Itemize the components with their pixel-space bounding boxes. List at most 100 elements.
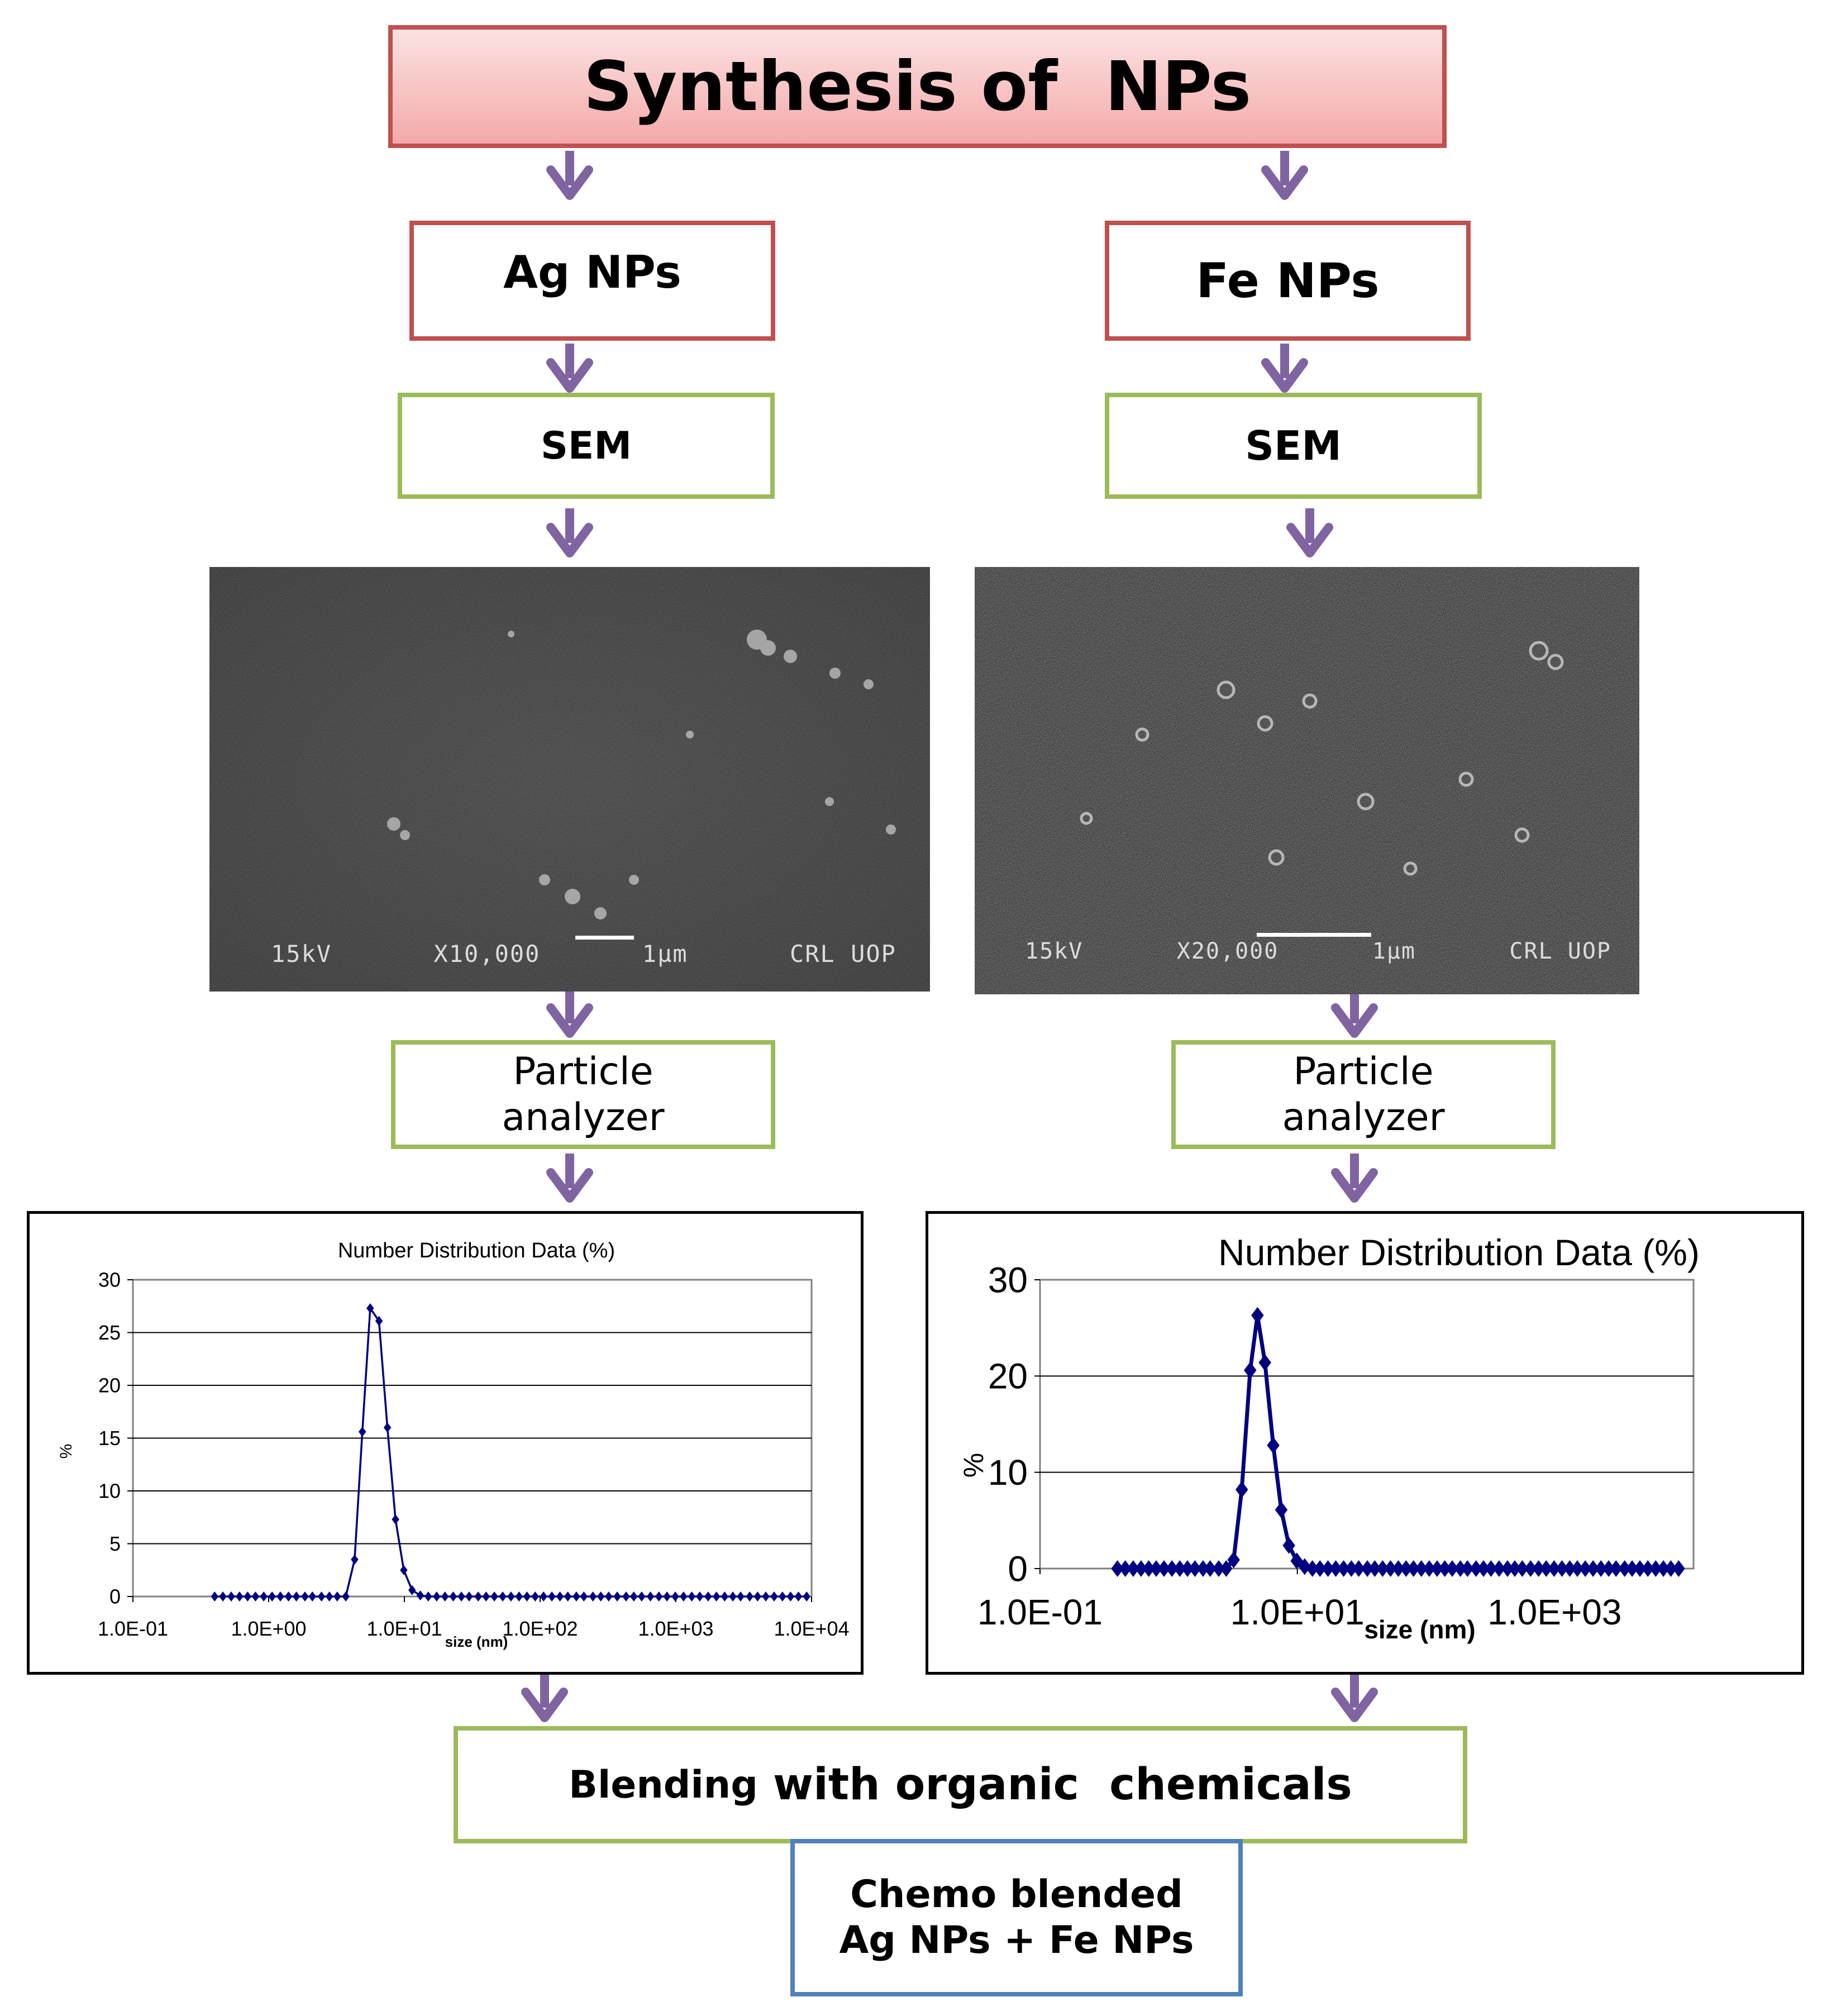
data-point (416, 1590, 424, 1601)
data-point (1633, 1560, 1647, 1577)
data-point (1563, 1560, 1576, 1577)
data-point (589, 1591, 597, 1602)
micrograph-kv-ag: 15kV (271, 940, 332, 968)
data-point (1532, 1560, 1545, 1577)
data-point (1524, 1560, 1537, 1577)
y-tick-label: 25 (98, 1321, 121, 1344)
data-point (1298, 1558, 1311, 1575)
data-point (580, 1591, 588, 1602)
plot-area (1039, 1279, 1695, 1570)
sem-label-left: SEM (540, 423, 632, 468)
arrow-title-to-fe (1266, 151, 1304, 196)
fe-nps-label: Fe NPs (1196, 252, 1380, 309)
data-point (605, 1591, 613, 1602)
data-point (1501, 1560, 1514, 1577)
y-tick-label: 30 (988, 1260, 1028, 1300)
data-point (1322, 1560, 1334, 1577)
data-point (523, 1591, 531, 1602)
arrow-sem-to-micrograph-left (551, 508, 589, 553)
data-point (1595, 1560, 1607, 1577)
data-point (219, 1591, 227, 1602)
particle-analyzer-line2-right: analyzer (1282, 1095, 1445, 1140)
y-tick-label: 10 (98, 1480, 121, 1503)
arrow-fe-to-sem (1266, 344, 1304, 388)
data-point (1384, 1560, 1397, 1577)
data-point (655, 1591, 663, 1602)
data-point (1204, 1560, 1217, 1577)
data-point (317, 1591, 326, 1602)
data-point (441, 1591, 449, 1602)
particle-analyzer-line2-left: analyzer (502, 1095, 665, 1140)
arrow-sem-to-micrograph-right (1291, 508, 1329, 553)
data-point (1368, 1560, 1381, 1577)
data-point (1602, 1560, 1615, 1577)
data-point (1119, 1560, 1132, 1577)
y-axis-label: % (57, 1444, 75, 1459)
arrow-analyzer-to-chart-right (1335, 1154, 1373, 1198)
data-point (1244, 1361, 1257, 1379)
particle-analyzer-box-left: Particle analyzer (391, 1040, 775, 1149)
data-point (786, 1591, 795, 1602)
data-point (613, 1591, 621, 1602)
data-point (1173, 1560, 1186, 1577)
data-point (1345, 1560, 1358, 1577)
data-point (556, 1591, 564, 1602)
micrograph-scale-ag: 1µm (642, 940, 688, 968)
chart-title: Number Distribution Data (%) (338, 1239, 615, 1262)
number-distribution-chart-ag: 0 5 10 15 20 25 30 1.0E-01 1.0E+00 1.0E+01 1.0E+02… (57, 1239, 850, 1650)
data-point (1314, 1560, 1327, 1577)
data-point (1181, 1560, 1194, 1577)
micrograph-caption-ag: 15kV X10,000 1µm CRL UOP (271, 940, 896, 968)
blending-label-part2: with organic chemicals (757, 1760, 1352, 1810)
x-tick-label: 1.0E-01 (98, 1617, 168, 1640)
data-point (1461, 1560, 1474, 1577)
data-point (507, 1591, 515, 1602)
data-point (1625, 1560, 1639, 1577)
y-tick-label: 30 (98, 1269, 121, 1291)
data-point (1111, 1560, 1124, 1577)
data-point (646, 1591, 655, 1602)
x-tick-label: 1.0E-01 (977, 1592, 1103, 1632)
data-point (292, 1591, 300, 1602)
x-tick-label: 1.0E+03 (638, 1617, 713, 1640)
y-axis-label: % (958, 1453, 989, 1478)
data-point (284, 1591, 293, 1602)
data-point (1438, 1560, 1451, 1577)
data-point (1337, 1560, 1350, 1577)
data-point (1220, 1560, 1233, 1577)
arrow-chart-to-blending-right (1335, 1673, 1373, 1718)
data-point (1127, 1560, 1140, 1577)
micrograph-scale-fe: 1µm (1372, 938, 1416, 964)
data-point (753, 1591, 762, 1602)
micrograph-kv-fe: 15kV (1025, 938, 1084, 964)
data-point (1149, 1560, 1163, 1577)
data-point (746, 1591, 753, 1602)
data-point (383, 1422, 392, 1433)
data-point (276, 1591, 284, 1602)
data-point (515, 1591, 523, 1602)
arrow-micrograph-to-analyzer-left (551, 989, 589, 1033)
data-point (1212, 1560, 1225, 1577)
data-point (1508, 1560, 1521, 1577)
x-tick-label: 1.0E+01 (366, 1617, 442, 1640)
result-box: Chemo blended Ag NPs + Fe NPs (790, 1839, 1243, 1996)
title-box: Synthesis of NPs (388, 25, 1447, 148)
data-point (1157, 1560, 1171, 1577)
data-point (342, 1591, 350, 1602)
data-point (1165, 1560, 1179, 1577)
sem-box-right: SEM (1105, 393, 1482, 499)
data-point (1649, 1560, 1662, 1577)
data-point (1571, 1560, 1584, 1577)
data-point (392, 1514, 399, 1525)
data-point (474, 1591, 482, 1602)
data-point (1664, 1560, 1677, 1577)
sem-label-right: SEM (1245, 422, 1342, 469)
data-point (211, 1591, 219, 1602)
data-point (424, 1591, 432, 1602)
data-point (548, 1591, 556, 1602)
data-point (433, 1591, 441, 1602)
data-point (1400, 1560, 1413, 1577)
data-point (325, 1591, 333, 1602)
data-point (622, 1591, 630, 1602)
sem-micrograph-ag: 15kV X10,000 1µm CRL UOP (209, 567, 930, 992)
